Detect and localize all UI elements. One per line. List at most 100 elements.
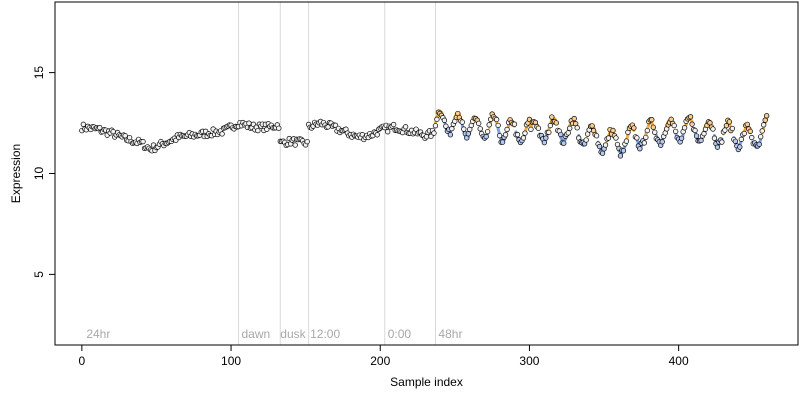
- data-point: [402, 124, 409, 130]
- data-point: [561, 140, 567, 146]
- data-point: [659, 139, 665, 145]
- data-point: [493, 116, 500, 123]
- plot-frame: [54, 1, 799, 346]
- x-tick-label: 400: [669, 354, 689, 368]
- data-point: [332, 122, 339, 128]
- data-points: [79, 109, 770, 159]
- data-point: [764, 113, 770, 119]
- x-axis-title: Sample index: [390, 375, 463, 389]
- data-point: [546, 129, 552, 136]
- data-point: [729, 125, 736, 132]
- data-point: [726, 119, 733, 125]
- data-point: [613, 135, 619, 141]
- data-point: [747, 128, 753, 134]
- data-point: [428, 133, 434, 139]
- data-point: [246, 120, 252, 126]
- section-label: 24hr: [86, 327, 110, 341]
- data-point: [689, 121, 695, 127]
- data-point: [504, 126, 510, 133]
- data-point: [465, 131, 471, 137]
- y-tick-label: 10: [32, 167, 46, 181]
- data-point: [707, 120, 713, 126]
- data-point: [423, 134, 430, 140]
- data-point: [547, 122, 553, 129]
- data-point: [496, 133, 503, 139]
- data-point: [276, 125, 282, 131]
- data-point: [671, 122, 677, 129]
- data-point: [543, 135, 549, 141]
- y-tick-label: 15: [32, 66, 46, 80]
- section-boundaries: [238, 2, 436, 345]
- data-point: [761, 122, 767, 128]
- data-point: [673, 128, 679, 135]
- data-point: [483, 133, 489, 140]
- data-point: [447, 132, 454, 138]
- data-point: [641, 140, 647, 146]
- data-point: [502, 132, 509, 138]
- data-point: [574, 125, 580, 131]
- section-labels: 24hr dawn dusk 12:00 0:00 48hr: [86, 327, 462, 341]
- data-point: [631, 125, 637, 131]
- data-point: [385, 129, 391, 135]
- data-point: [744, 121, 750, 128]
- section-label: 0:00: [388, 327, 412, 341]
- data-point: [596, 143, 603, 150]
- data-point: [122, 133, 128, 139]
- section-label: dawn: [241, 327, 270, 341]
- data-point: [514, 132, 521, 138]
- data-point: [681, 125, 688, 131]
- data-point: [459, 119, 465, 125]
- data-point: [710, 126, 716, 132]
- data-point: [485, 128, 491, 135]
- section-label: 48hr: [438, 327, 462, 341]
- data-point: [610, 127, 616, 134]
- data-point: [434, 116, 440, 122]
- data-point: [637, 146, 643, 152]
- x-tick-label: 200: [370, 354, 390, 368]
- data-point: [549, 114, 555, 120]
- data-point: [693, 133, 700, 139]
- data-point: [650, 124, 656, 130]
- data-point: [620, 148, 627, 154]
- data-point: [80, 121, 86, 127]
- data-point: [593, 133, 600, 139]
- data-point: [602, 142, 609, 148]
- data-point: [511, 121, 518, 127]
- data-point: [634, 135, 640, 141]
- data-point: [589, 123, 595, 129]
- data-point: [441, 117, 448, 123]
- data-point: [571, 115, 577, 122]
- data-point: [486, 122, 492, 128]
- data-point: [431, 130, 437, 136]
- x-tick-label: 300: [519, 354, 539, 368]
- data-point: [759, 128, 765, 134]
- section-label: dusk: [280, 327, 306, 341]
- data-point: [97, 125, 103, 131]
- data-point: [732, 138, 738, 144]
- data-point: [741, 130, 747, 137]
- data-point: [553, 120, 559, 126]
- x-tick-label: 0: [79, 354, 86, 368]
- data-point: [520, 135, 527, 141]
- data-point: [476, 120, 482, 127]
- data-point: [738, 136, 744, 142]
- data-point: [499, 139, 506, 145]
- data-point: [698, 137, 704, 144]
- data-point: [567, 125, 573, 131]
- data-point: [644, 127, 650, 134]
- data-point: [652, 129, 658, 135]
- data-point: [722, 127, 728, 133]
- data-point: [617, 153, 624, 159]
- data-point: [692, 127, 698, 134]
- data-point: [432, 123, 439, 129]
- data-point: [565, 130, 571, 136]
- section-label: 12:00: [310, 327, 340, 341]
- data-point: [292, 142, 298, 148]
- data-point: [711, 135, 718, 141]
- data-point: [762, 117, 768, 123]
- y-axis-title: Expression: [9, 144, 23, 203]
- x-axis: 0 100 200 300 400: [79, 344, 689, 368]
- data-point: [723, 122, 730, 129]
- data-point: [541, 139, 548, 146]
- data-point: [649, 117, 655, 123]
